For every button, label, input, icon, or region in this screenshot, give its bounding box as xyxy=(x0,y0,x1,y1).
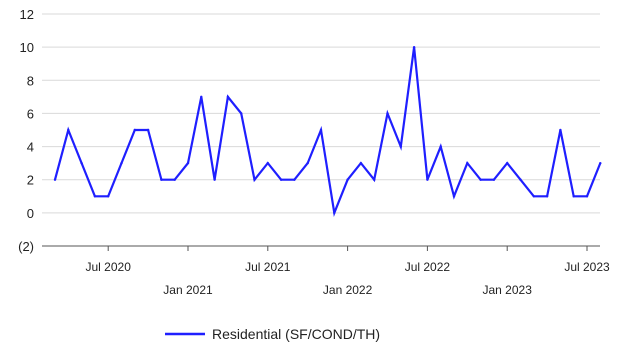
data-point xyxy=(279,178,283,181)
x-tick-label: Jul 2021 xyxy=(245,260,291,274)
data-point xyxy=(386,112,389,115)
x-tick-label: Jan 2022 xyxy=(323,283,373,297)
y-tick-label: 12 xyxy=(20,7,34,22)
legend: Residential (SF/COND/TH) xyxy=(165,326,380,342)
data-point xyxy=(67,128,70,132)
data-point xyxy=(359,161,363,165)
data-point xyxy=(186,161,190,165)
data-point xyxy=(559,128,562,132)
data-point xyxy=(452,195,456,198)
data-point xyxy=(293,178,296,181)
data-point xyxy=(133,128,136,132)
y-tick-label: 10 xyxy=(20,40,34,55)
series-group xyxy=(53,45,602,217)
y-tick-label: 6 xyxy=(27,106,34,121)
data-point xyxy=(319,128,323,132)
x-tick-label: Jul 2023 xyxy=(564,260,610,274)
data-point xyxy=(240,112,243,115)
data-point xyxy=(333,211,336,215)
data-point xyxy=(213,178,216,181)
data-point xyxy=(226,95,230,99)
data-point xyxy=(200,95,203,99)
x-tick-label: Jul 2020 xyxy=(86,260,132,274)
data-point xyxy=(93,195,97,198)
data-point xyxy=(306,161,309,165)
data-point xyxy=(80,161,83,165)
data-point xyxy=(107,195,110,198)
data-point xyxy=(572,195,575,198)
legend-label: Residential (SF/COND/TH) xyxy=(212,326,380,342)
data-point xyxy=(346,178,349,181)
data-point xyxy=(399,145,402,148)
data-point xyxy=(160,178,163,181)
data-point xyxy=(173,178,176,181)
data-point xyxy=(426,178,429,181)
y-axis: (2) 0 2 4 6 8 10 12 xyxy=(18,7,34,254)
data-point xyxy=(519,178,522,181)
data-point xyxy=(146,128,150,132)
data-point xyxy=(466,161,469,165)
data-point xyxy=(479,178,482,181)
data-point xyxy=(585,195,589,198)
x-axis: Jul 2020 Jan 2021 Jul 2021 Jan 2022 Jul 2022… xyxy=(42,245,610,297)
data-point xyxy=(492,178,496,181)
y-tick-label: 8 xyxy=(27,73,34,88)
data-point xyxy=(253,178,256,181)
data-point xyxy=(412,45,416,49)
grid-lines xyxy=(42,13,600,214)
data-point xyxy=(545,195,549,198)
y-tick-label: 4 xyxy=(27,140,34,155)
x-tick-label: Jan 2023 xyxy=(483,283,533,297)
x-tick-label: Jan 2021 xyxy=(163,283,213,297)
series-line-residential xyxy=(53,46,602,217)
data-point xyxy=(120,161,123,165)
data-point xyxy=(506,161,509,165)
y-tick-label: 2 xyxy=(27,173,34,188)
y-tick-label: 0 xyxy=(27,206,34,221)
x-tick-label: Jul 2022 xyxy=(405,260,451,274)
data-point xyxy=(439,145,442,148)
data-point xyxy=(373,178,376,181)
data-point xyxy=(599,161,602,165)
data-point xyxy=(266,161,269,165)
data-point xyxy=(532,195,535,198)
y-tick-label: (2) xyxy=(18,239,34,254)
data-point xyxy=(53,178,57,181)
